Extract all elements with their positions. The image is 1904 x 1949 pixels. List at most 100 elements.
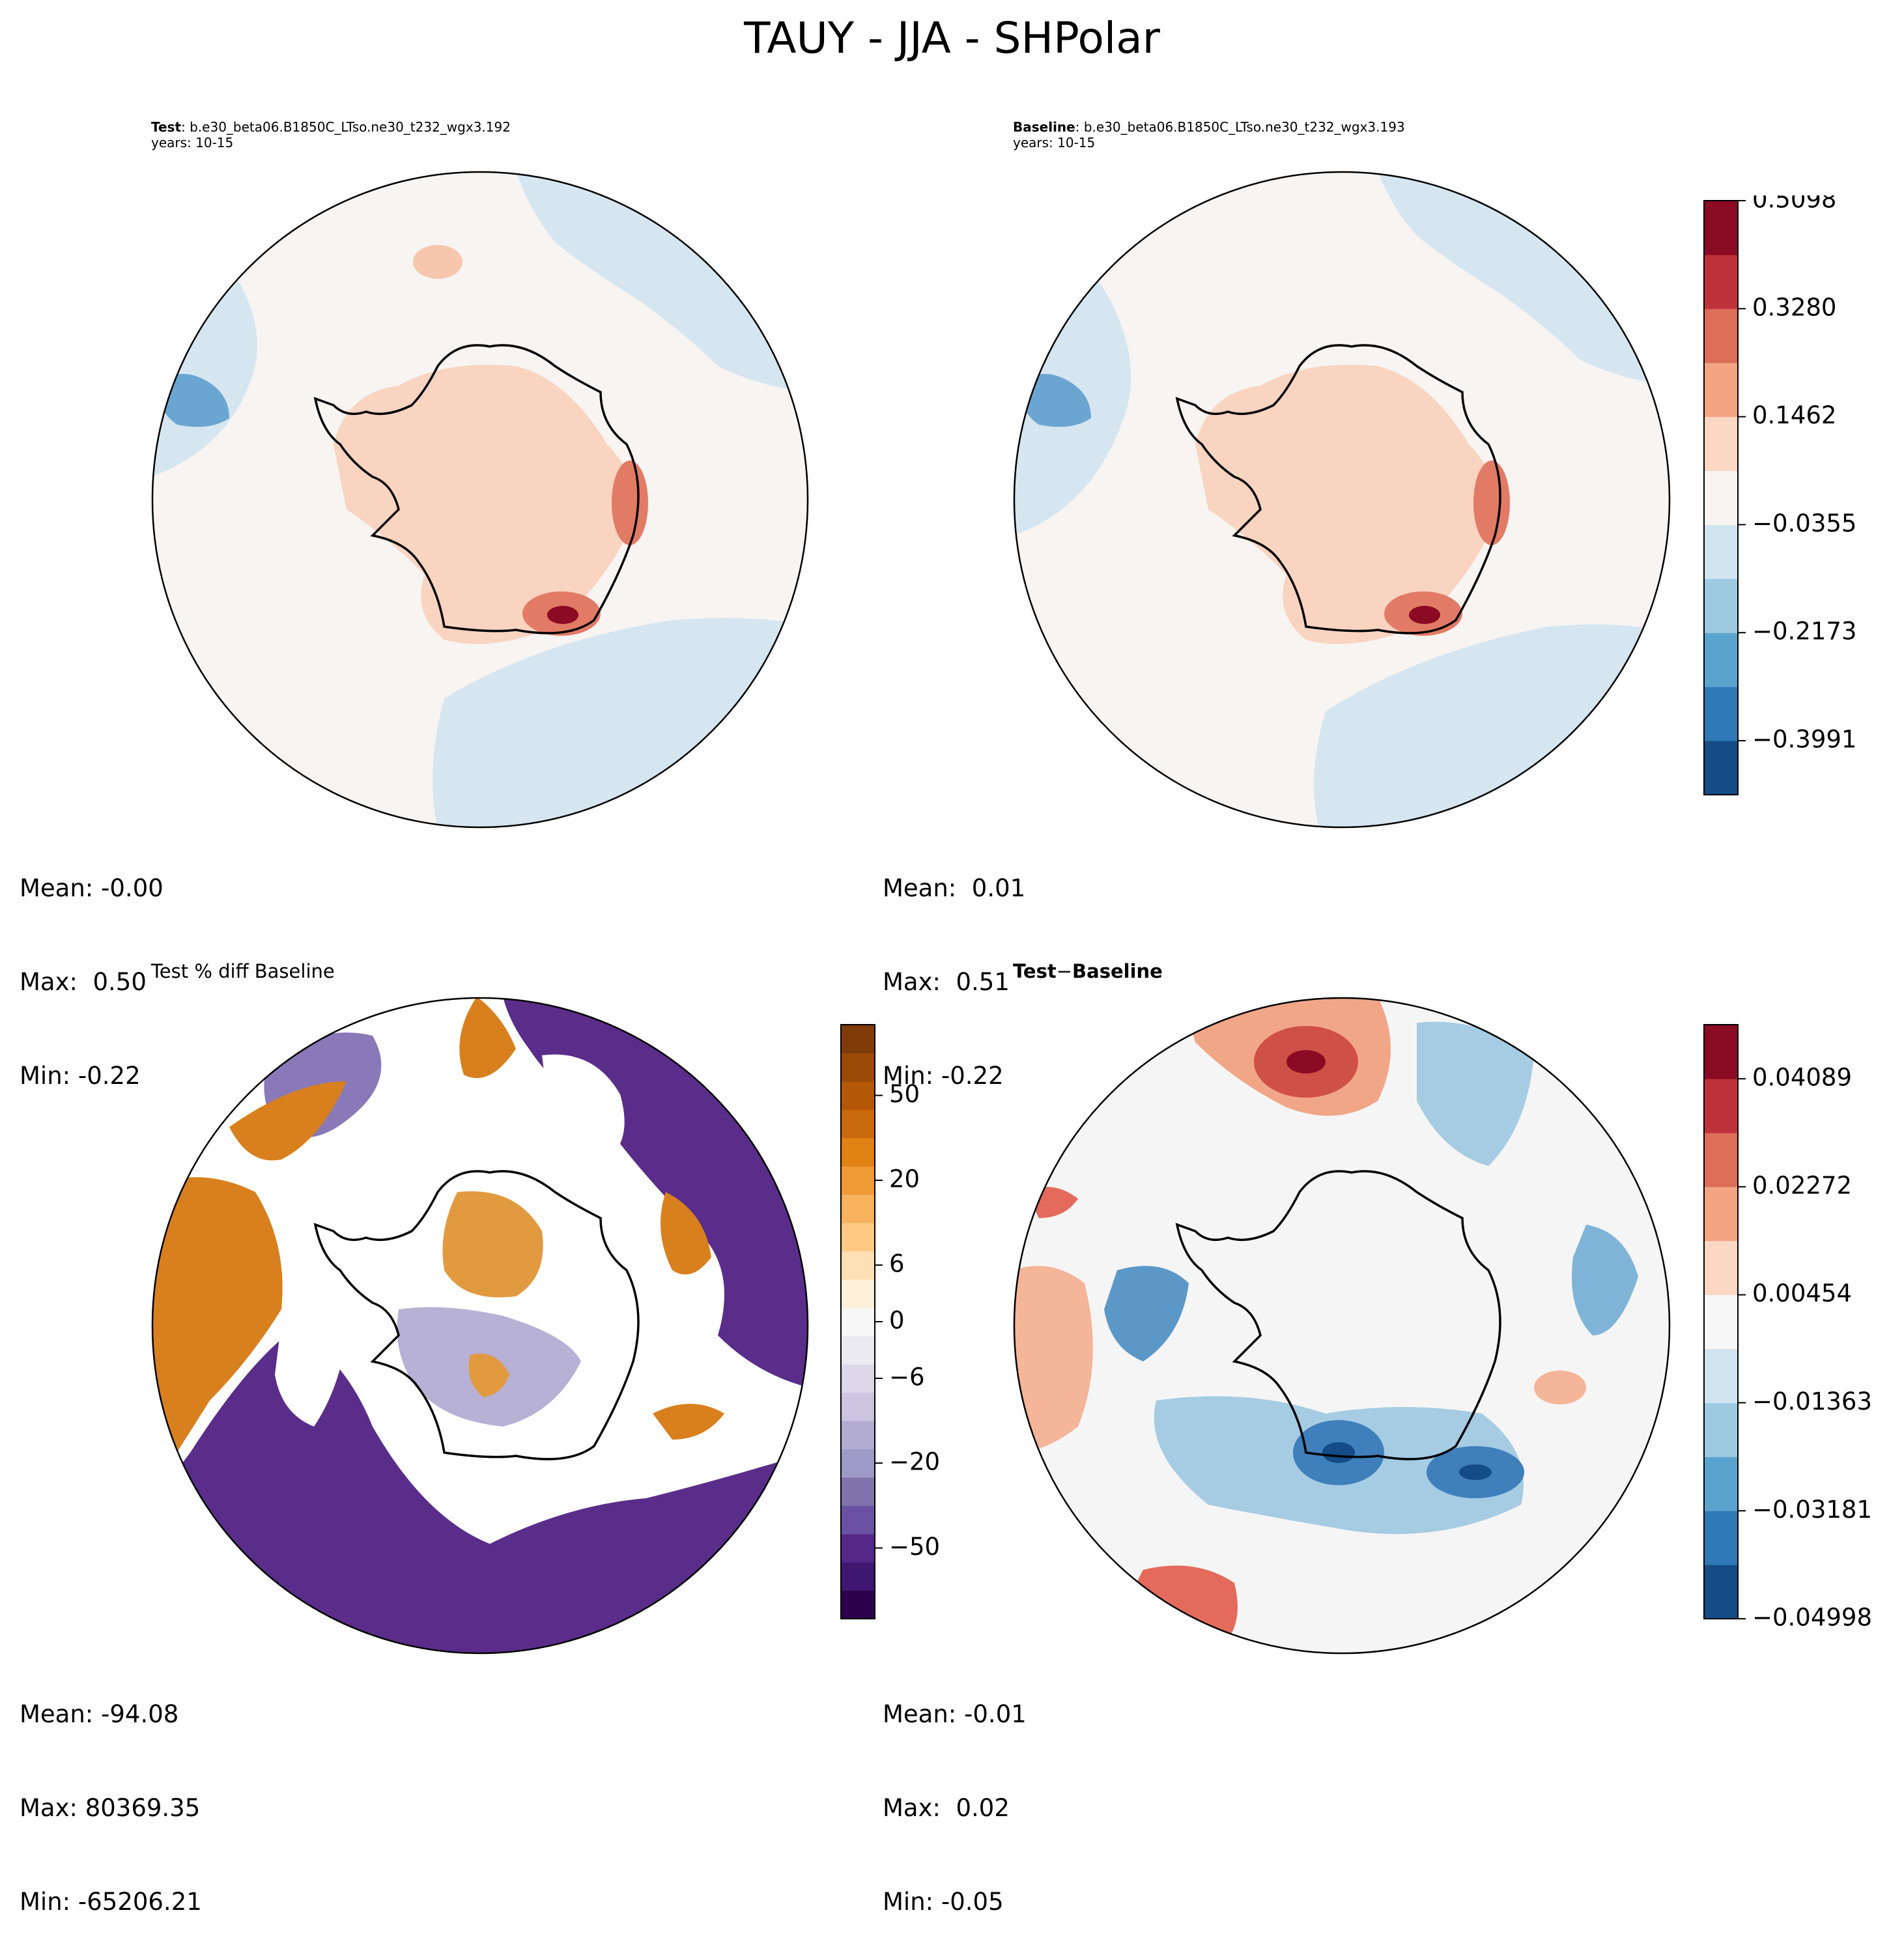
colorbar-tick: 0.02272 — [1738, 1171, 1852, 1199]
difference-title: Test−Baseline — [1013, 960, 1163, 982]
colorbar-tick: −0.04998 — [1738, 1604, 1872, 1632]
colorbar-tick-label: 50 — [889, 1080, 920, 1108]
difference-colorbar: 0.04089 0.02272 0.00454 −0.01363 −0.0318… — [1703, 1024, 1872, 1632]
difference-max-core — [1286, 1050, 1326, 1074]
percent-diff-orange-bay — [468, 1354, 509, 1397]
colorbar-band — [1704, 1294, 1738, 1350]
colorbar-tick-label: 0.3280 — [1752, 293, 1836, 321]
colorbar-band — [1704, 1132, 1738, 1188]
test-positive-antarctica — [334, 365, 633, 644]
baseline-map-boundary — [1013, 171, 1671, 829]
colorbar-band — [841, 1137, 875, 1167]
test-years: years: 10-15 — [151, 135, 234, 150]
difference-max: Max: 0.02 — [883, 1794, 1010, 1822]
colorbar-tick: −20 — [875, 1448, 940, 1476]
colorbar-band — [1704, 1402, 1738, 1457]
percent-diff-orange-nw — [229, 1081, 347, 1161]
colorbar-tick-label: 0.5098 — [1752, 195, 1836, 214]
colorbar-band — [1704, 578, 1738, 633]
colorbar-band — [1704, 1565, 1738, 1619]
colorbar-band — [1704, 524, 1738, 579]
colorbar-tick-label: 0.02272 — [1752, 1171, 1852, 1199]
baseline-mean: Mean: 0.01 — [883, 874, 1026, 902]
colorbar-tick: −0.01363 — [1738, 1387, 1872, 1416]
test-map-boundary — [151, 171, 809, 829]
colorbar-tick: 0.04089 — [1738, 1064, 1852, 1092]
test-polar-map — [151, 171, 809, 829]
baseline-stats: Mean: 0.01 Max: 0.51 Min: -0.22 — [883, 810, 1025, 1123]
colorbar-band — [1704, 1078, 1738, 1133]
colorbar-frame — [1703, 1024, 1739, 1619]
baseline-positive-antarctica — [1195, 365, 1495, 644]
colorbar-band — [841, 1335, 875, 1365]
colorbar-band — [1704, 1348, 1738, 1403]
colorbar-tick: 50 — [875, 1080, 920, 1108]
percent-diff-orange-east — [661, 1192, 711, 1275]
difference-min-core-east — [1459, 1464, 1492, 1480]
colorbar-tick-label: −0.03181 — [1752, 1496, 1872, 1524]
percent-diff-white-center — [340, 1161, 436, 1248]
colorbar-tick-label: −20 — [889, 1448, 940, 1476]
difference-positive-east — [1534, 1371, 1586, 1404]
colorbar-band — [1704, 633, 1738, 687]
colorbar-ticks: 0.04089 0.02272 0.00454 −0.01363 −0.0318… — [1738, 1064, 1872, 1632]
colorbar-tick: −0.03181 — [1738, 1496, 1872, 1524]
percent-diff-white-sw — [275, 1312, 347, 1427]
test-stats: Mean: -0.00 Max: 0.50 Min: -0.22 — [20, 810, 163, 1123]
test-max-core — [547, 606, 578, 624]
colorbar-band — [1704, 362, 1738, 418]
colorbar-tick: 0 — [875, 1307, 905, 1335]
test-mean: Mean: -0.00 — [20, 874, 163, 902]
test-positive-blob — [413, 245, 462, 279]
colorbar-tick-label: 0.1462 — [1752, 401, 1836, 429]
colorbar-tick: −0.0355 — [1738, 509, 1856, 537]
colorbar-band — [841, 1166, 875, 1195]
colorbar-tick-label: −50 — [889, 1533, 940, 1561]
colorbar-band — [1704, 741, 1738, 795]
colorbar-tick: 0.1462 — [1738, 401, 1836, 429]
baseline-panel-title: Baseline: b.e30_beta06.B1850C_LTso.ne30_… — [1013, 119, 1405, 135]
colorbar-tick-label: 6 — [889, 1250, 905, 1278]
difference-positive-west — [1014, 1266, 1093, 1453]
difference-negative-west-antarctica — [1104, 1266, 1189, 1361]
percent-diff-mean: Mean: -94.08 — [20, 1700, 179, 1728]
colorbar-tick-label: −0.0355 — [1752, 509, 1856, 537]
colorbar-tick: 0.3280 — [1738, 293, 1836, 321]
test-min: Min: -0.22 — [20, 1062, 141, 1090]
colorbar-band — [841, 1392, 875, 1421]
baseline-max-core — [1409, 606, 1440, 624]
colorbar-tick: −50 — [875, 1533, 940, 1561]
test-panel-title: Test: b.e30_beta06.B1850C_LTso.ne30_t232… — [151, 119, 511, 135]
difference-polar-map — [1013, 997, 1671, 1655]
colorbar-band — [1704, 416, 1738, 472]
baseline-antarctica-coastline — [1175, 344, 1501, 634]
colorbar-band — [1704, 1240, 1738, 1296]
colorbar-tick: −6 — [875, 1363, 925, 1391]
colorbar-band — [841, 1251, 875, 1280]
colorbar-tick: 0.5098 — [1738, 195, 1836, 214]
percent-diff-orange-southeast — [653, 1404, 724, 1440]
difference-title-baseline: Baseline — [1072, 960, 1163, 982]
colorbar-tick-label: −0.01363 — [1752, 1387, 1872, 1416]
colorbar-band — [1704, 470, 1738, 526]
colorbar-tick: 6 — [875, 1250, 905, 1278]
percent-diff-polar-map — [151, 997, 809, 1655]
colorbar-band — [841, 1109, 875, 1139]
difference-title-test: Test — [1013, 960, 1057, 982]
difference-min-core — [1322, 1442, 1355, 1463]
colorbar-tick-label: 0 — [889, 1307, 905, 1335]
difference-title-operator: − — [1056, 960, 1073, 982]
percent-diff-title: Test % diff Baseline — [151, 960, 335, 982]
colorbar-bands — [841, 1025, 875, 1619]
test-east-ridge — [612, 461, 648, 545]
difference-negative-east — [1572, 1225, 1638, 1335]
colorbar-band — [841, 1449, 875, 1478]
colorbar-tick-label: 0.04089 — [1752, 1064, 1852, 1092]
colorbar-band — [1704, 1511, 1738, 1565]
percent-diff-map-boundary — [151, 997, 809, 1655]
difference-min: Min: -0.05 — [883, 1888, 1004, 1916]
colorbar-tick-label: −0.04998 — [1752, 1604, 1872, 1632]
colorbar-tick: 0.00454 — [1738, 1279, 1852, 1307]
difference-antarctica-interior — [1227, 1178, 1469, 1394]
percent-diff-stats: Mean: -94.08 Max: 80369.35 Min: -65206.2… — [20, 1636, 202, 1949]
